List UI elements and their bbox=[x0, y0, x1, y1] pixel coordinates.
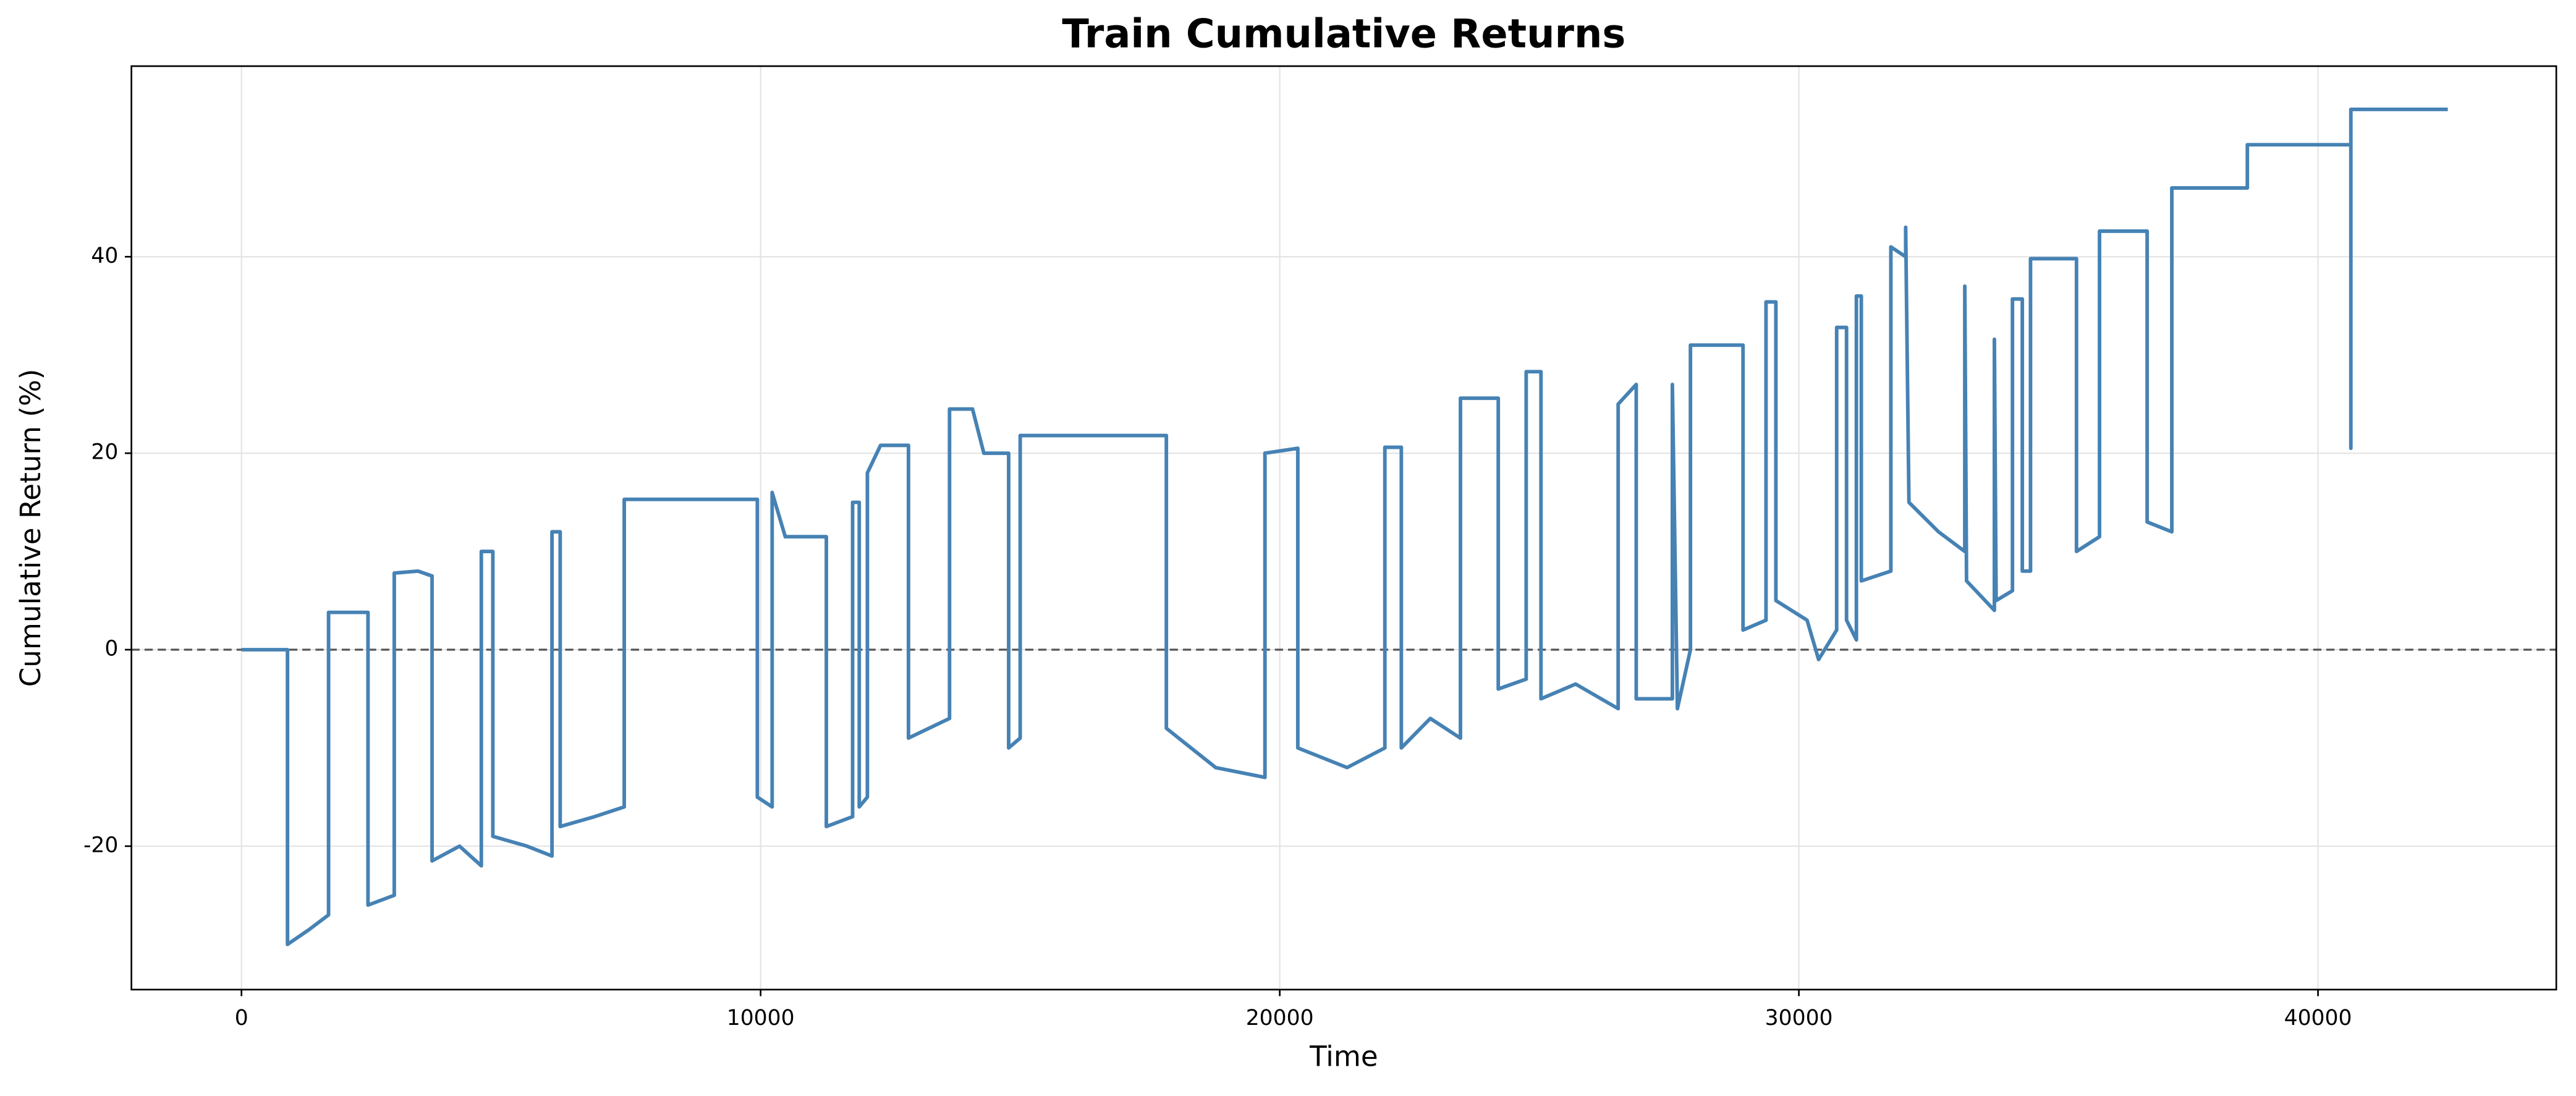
y-tick-label: 40 bbox=[91, 244, 118, 268]
y-tick-label: 0 bbox=[104, 636, 118, 661]
x-tick-label: 20000 bbox=[1246, 1006, 1314, 1030]
y-tick-label: 20 bbox=[91, 440, 118, 465]
x-tick-label: 0 bbox=[235, 1006, 248, 1030]
x-tick-label: 40000 bbox=[2284, 1006, 2352, 1030]
x-tick-label: 30000 bbox=[1765, 1006, 1833, 1030]
y-axis-label: Cumulative Return (%) bbox=[14, 369, 47, 687]
x-axis-label: Time bbox=[1309, 1040, 1378, 1073]
chart-title: Train Cumulative Returns bbox=[1062, 12, 1625, 57]
data-line bbox=[241, 107, 2448, 946]
plot-frame bbox=[130, 65, 2557, 991]
x-tick-label: 10000 bbox=[727, 1006, 795, 1030]
y-tick-label: -20 bbox=[83, 833, 118, 857]
